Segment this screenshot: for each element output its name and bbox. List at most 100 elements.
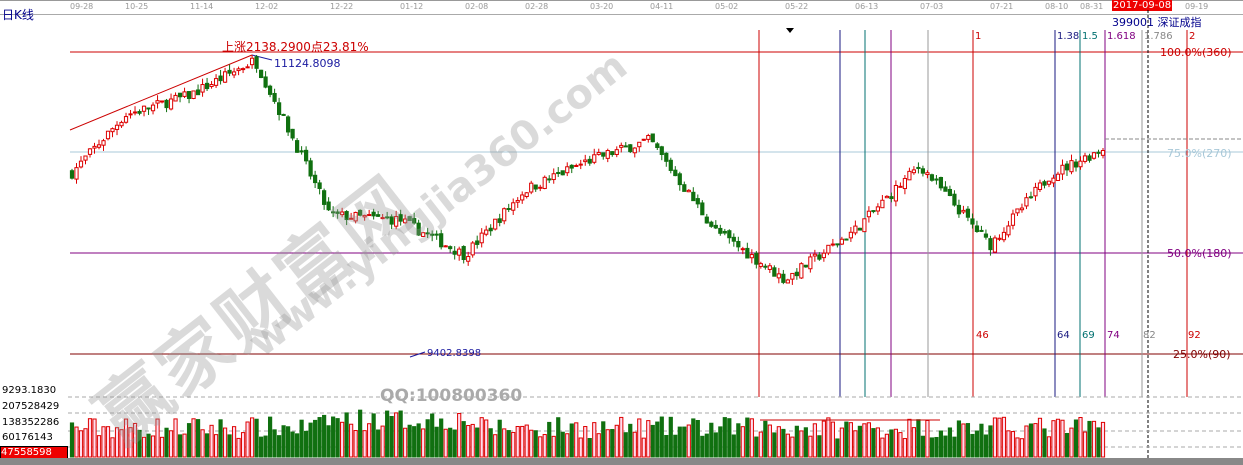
candle-body: [772, 267, 777, 277]
candle-body: [164, 99, 169, 109]
volume-bar: [583, 426, 588, 458]
candle-body: [655, 143, 660, 148]
volume-bar: [853, 430, 858, 458]
volume-bar: [114, 427, 120, 458]
candle-body: [547, 178, 552, 181]
volume-axis-label: 138352286: [2, 417, 60, 429]
volume-bar: [1078, 417, 1083, 458]
fib-ratio: 2: [1189, 31, 1196, 42]
volume-bar: [704, 433, 709, 458]
volume-bar: [722, 417, 727, 458]
candle-body: [565, 166, 570, 174]
volume-bar: [677, 426, 682, 458]
candle-body: [362, 214, 367, 218]
volume-bar: [407, 424, 412, 458]
volume-bar: [493, 434, 498, 458]
volume-bar: [700, 435, 705, 458]
volume-bar: [295, 433, 300, 458]
candle-body: [853, 225, 858, 234]
candle-body: [132, 111, 138, 114]
candle-body: [1087, 155, 1092, 161]
candle-body: [331, 211, 336, 214]
candle-body: [389, 216, 394, 225]
volume-bar: [884, 433, 889, 458]
volume-bar: [488, 428, 493, 458]
candle-body: [763, 265, 768, 268]
volume-bar: [1091, 420, 1097, 458]
candle-body: [114, 124, 120, 130]
volume-bar: [731, 434, 736, 458]
volume-bar: [956, 420, 962, 458]
candle-body: [1006, 225, 1011, 236]
candle-body: [569, 164, 574, 169]
volume-bar: [817, 435, 822, 458]
candle-body: [177, 92, 183, 98]
chart-period-label[interactable]: 日K线: [2, 8, 34, 22]
volume-bar: [403, 427, 408, 458]
volume-bar: [1015, 437, 1020, 458]
volume-bar: [128, 427, 133, 458]
candle-body: [983, 233, 989, 238]
volume-bar: [1037, 417, 1043, 458]
candle-body: [623, 145, 628, 148]
volume-bar: [1042, 428, 1047, 458]
fib-ratio: 1: [975, 31, 982, 42]
candle-body: [416, 222, 421, 236]
bottom-scrollbar[interactable]: [0, 458, 1243, 465]
candle-body: [304, 149, 309, 162]
volume-bar: [632, 431, 637, 458]
candle-body: [1073, 161, 1079, 168]
volume-bar: [376, 429, 381, 458]
volume-bar: [736, 423, 741, 458]
volume-bar: [141, 436, 147, 458]
candle-body: [1064, 163, 1070, 171]
candle-body: [475, 240, 480, 245]
volume-bar: [227, 434, 232, 458]
volume-bar: [434, 426, 439, 458]
candle-body: [749, 254, 754, 259]
volume-bar: [92, 418, 97, 458]
volume-bar: [119, 429, 124, 458]
candle-body: [979, 229, 984, 232]
volume-bar: [1069, 427, 1074, 458]
candle-body: [808, 256, 813, 270]
volume-bar: [902, 438, 908, 458]
volume-bar: [340, 421, 345, 458]
candle-body: [87, 148, 93, 155]
candle-body: [889, 196, 894, 200]
volume-bar: [267, 416, 273, 458]
candle-body: [191, 90, 196, 99]
candle-body: [529, 182, 534, 193]
candle-body: [619, 144, 624, 148]
volume-bar: [565, 433, 570, 458]
volume-bar: [628, 423, 633, 458]
candle-body: [646, 135, 651, 140]
candle-body: [443, 245, 448, 248]
volume-bar: [367, 423, 372, 458]
time-count: 74: [1107, 330, 1120, 341]
volume-bar: [547, 421, 552, 458]
volume-bar: [101, 426, 106, 458]
candle-body: [74, 167, 79, 180]
volume-bar: [1046, 436, 1052, 458]
candle-body: [871, 210, 876, 213]
volume-bar: [947, 427, 953, 458]
volume-bar: [317, 417, 322, 458]
candle-body: [736, 240, 741, 248]
marker-triangle-icon: [786, 28, 794, 33]
volume-bar: [542, 434, 547, 458]
volume-bar: [713, 432, 718, 458]
volume-bar: [961, 423, 966, 458]
candle-body: [123, 116, 129, 123]
volume-bar: [682, 426, 687, 458]
candle-body: [560, 170, 565, 176]
volume-bar: [186, 423, 192, 458]
volume-bar: [326, 425, 331, 458]
candle-body: [317, 182, 322, 189]
low-pointer: [409, 351, 426, 358]
volume-bar: [331, 416, 336, 458]
volume-bar: [997, 417, 1002, 458]
volume-bar: [137, 429, 142, 458]
volume-bar: [871, 428, 876, 458]
